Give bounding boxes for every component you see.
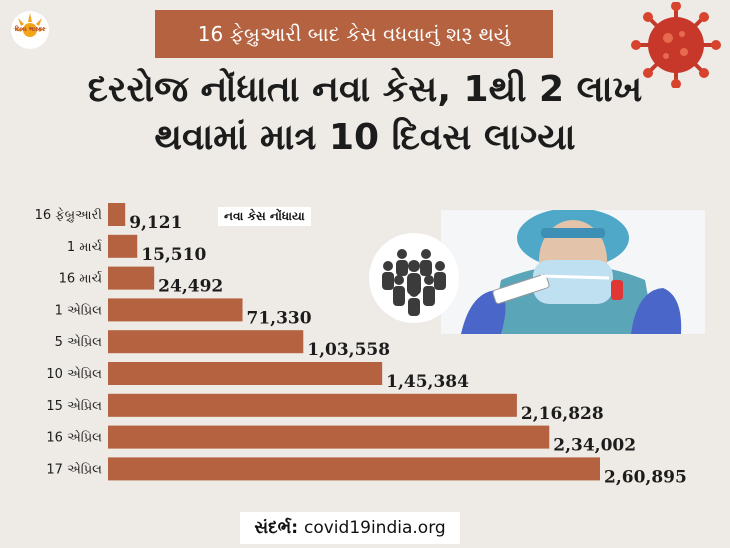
value-label: 2,16,828 xyxy=(521,404,604,424)
category-label: 10 એપ્રિલ xyxy=(46,366,102,382)
bar xyxy=(108,330,304,354)
source-label: સંદર્ભ: xyxy=(254,518,298,538)
bar xyxy=(108,393,517,417)
value-label: 9,121 xyxy=(129,213,182,233)
headline-line-2: થવામાં માત્ર 10 દિવસ લાગ્યા xyxy=(154,117,576,158)
category-label: 15 એપ્રિલ xyxy=(46,398,102,414)
category-label: 17 એપ્રિલ xyxy=(46,461,102,477)
top-banner: 16 ફેબ્રુઆરી બાદ કેસ વધવાનું શરૂ થયું xyxy=(155,10,553,58)
health-worker-photo xyxy=(441,210,705,334)
legend-label: નવા કેસ નોંધાયા xyxy=(218,207,311,226)
category-label: 1 માર્ચ xyxy=(67,239,102,255)
source-value: covid19india.org xyxy=(304,518,446,538)
headline: દરરોજ નોંધાતા નવા કેસ, 1થી 2 લાખ થવામાં … xyxy=(0,66,730,162)
bar xyxy=(108,457,600,481)
cases-bar-chart: 16 ફેબ્રુઆરી 9,121 1 માર્ચ 15,510 16 માર્ચ 24… xyxy=(35,203,687,487)
people-group-icon xyxy=(369,233,459,323)
value-label: 71,330 xyxy=(247,308,312,328)
banner-text: 16 ફેબ્રુઆરી બાદ કેસ વધવાનું શરૂ થયું xyxy=(197,22,511,46)
value-label: 24,492 xyxy=(158,277,223,297)
bar xyxy=(108,266,155,290)
coronavirus-icon xyxy=(631,2,721,88)
value-label: 2,60,895 xyxy=(604,467,687,487)
value-label: 15,510 xyxy=(141,245,206,265)
category-label: 16 માર્ચ xyxy=(59,271,102,287)
source-box: સંદર્ભ: covid19india.org xyxy=(240,512,460,544)
headline-line-1: દરરોજ નોંધાતા નવા કેસ, 1થી 2 લાખ xyxy=(87,69,643,110)
logo-text: દિવ્ય ભાસ્કર xyxy=(14,26,46,33)
bar xyxy=(108,425,550,449)
category-label: 16 ફેબ્રુઆરી xyxy=(35,207,103,223)
divya-bhaskar-logo xyxy=(11,11,49,49)
category-label: 1 એપ્રિલ xyxy=(55,302,102,318)
bar xyxy=(108,203,126,226)
category-label: 5 એપ્રિલ xyxy=(55,334,102,350)
value-label: 1,45,384 xyxy=(386,372,469,392)
bar xyxy=(108,234,138,258)
bar xyxy=(108,298,243,322)
value-label: 2,34,002 xyxy=(553,436,636,456)
bar xyxy=(108,362,383,385)
value-label: 1,03,558 xyxy=(307,340,390,360)
category-label: 16 એપ્રિલ xyxy=(46,430,102,446)
